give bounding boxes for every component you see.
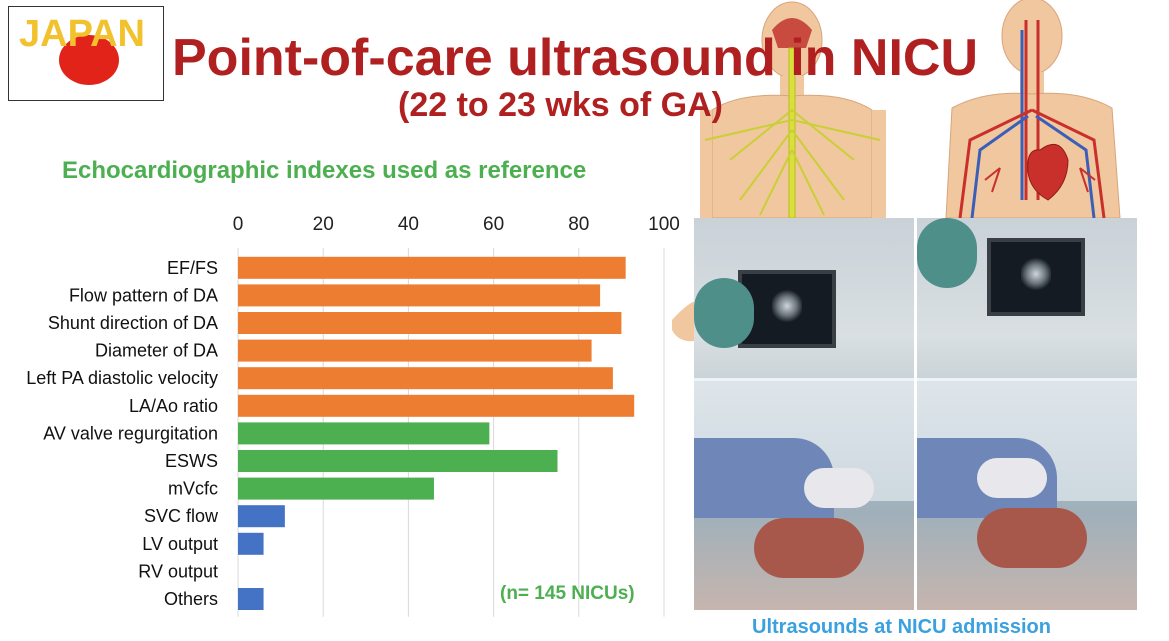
category-label: RV output [138, 561, 218, 581]
ultrasound-monitor [987, 238, 1085, 316]
echo-image [772, 288, 802, 324]
sample-size-note: (n= 145 NICUs) [500, 583, 635, 604]
bar [238, 450, 558, 472]
bar [238, 394, 635, 417]
category-label: EF/FS [167, 258, 218, 278]
circulatory-system-figure-icon [945, 0, 1121, 219]
ultrasound-photo-right [917, 218, 1137, 610]
infant [754, 518, 864, 578]
category-label: LA/Ao ratio [129, 396, 218, 416]
category-label: Others [164, 589, 218, 609]
x-tick-label: 100 [648, 214, 680, 235]
category-label: Diameter of DA [95, 341, 218, 361]
category-label: ESWS [165, 451, 218, 471]
ultrasound-photo-left [694, 218, 914, 610]
clinician-cap [917, 218, 977, 288]
category-label: SVC flow [144, 506, 219, 526]
country-label: JAPAN [19, 13, 145, 55]
bar [238, 505, 285, 528]
infant [977, 508, 1087, 568]
slide-subtitle: (22 to 23 wks of GA) [398, 86, 723, 124]
bar [238, 422, 490, 445]
gloved-hand [977, 458, 1047, 498]
category-label: Left PA diastolic velocity [26, 368, 218, 388]
category-label: mVcfc [168, 479, 218, 499]
x-tick-label: 0 [233, 214, 244, 235]
category-label: LV output [142, 534, 218, 554]
bar [238, 256, 626, 279]
x-tick-label: 20 [313, 214, 334, 235]
slide-title: Point-of-care ultrasound in NICU [172, 29, 978, 87]
bar [238, 588, 264, 610]
nervous-system-figure-icon [672, 1, 886, 342]
category-label: Shunt direction of DA [48, 313, 218, 333]
x-tick-label: 60 [483, 214, 504, 235]
chart-title: Echocardiographic indexes used as refere… [62, 157, 587, 184]
echo-image [1021, 256, 1051, 292]
japan-flag-badge: JAPAN [8, 6, 164, 101]
rising-sun-icon [59, 35, 119, 85]
x-tick-label: 80 [568, 214, 589, 235]
category-label: Flow pattern of DA [69, 285, 218, 305]
bar-chart: 0 20 40 60 80 100 EF/FS Flow pattern of DA Shunt… [26, 214, 680, 617]
bar [238, 312, 622, 334]
bar [238, 284, 601, 307]
ultrasound-monitor [738, 270, 836, 348]
photo-caption: Ultrasounds at NICU admission [752, 616, 1051, 638]
x-tick-label: 40 [398, 214, 419, 235]
bar [238, 367, 613, 390]
bar [238, 532, 264, 555]
gloved-hand [804, 468, 874, 508]
category-label: AV valve regurgitation [43, 423, 218, 443]
bar [238, 477, 434, 500]
clinician-cap [694, 278, 754, 348]
bar [238, 339, 592, 362]
